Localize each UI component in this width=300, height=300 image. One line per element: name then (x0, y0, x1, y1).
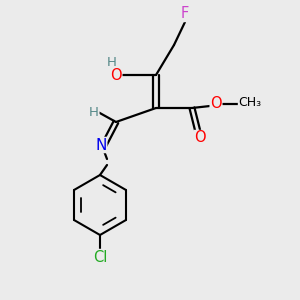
Text: Cl: Cl (93, 250, 107, 265)
Text: H: H (107, 56, 117, 70)
Text: CH₃: CH₃ (238, 97, 262, 110)
Text: H: H (89, 106, 99, 118)
Text: O: O (110, 68, 122, 82)
Text: O: O (210, 97, 222, 112)
Text: N: N (95, 137, 107, 152)
Text: F: F (181, 7, 189, 22)
Text: O: O (194, 130, 206, 146)
